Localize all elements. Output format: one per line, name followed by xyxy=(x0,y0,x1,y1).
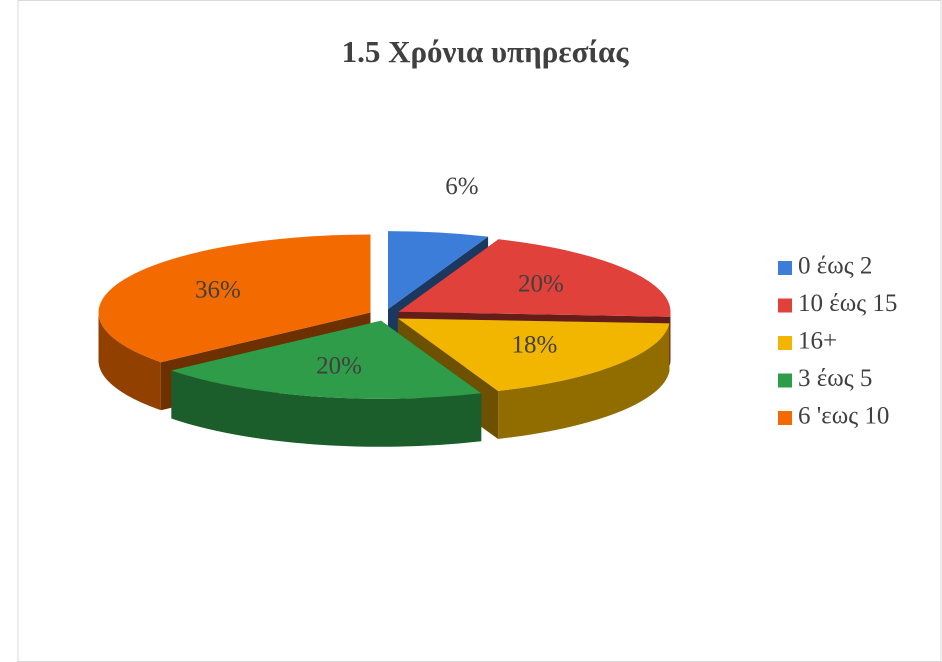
legend-label: 0 έως 2 xyxy=(798,253,872,280)
slice xyxy=(397,318,670,391)
slice-wall xyxy=(171,370,482,447)
data-label: 6% xyxy=(445,173,478,200)
legend-label: 16+ xyxy=(798,328,837,355)
slice-wall xyxy=(98,312,161,411)
legend-swatch xyxy=(778,373,792,388)
legend-label: 3 έως 5 xyxy=(798,365,872,392)
legend-swatch xyxy=(778,261,792,275)
data-label: 20% xyxy=(316,352,362,379)
legend-swatch xyxy=(778,336,792,350)
legend-label: 6 'εως 10 xyxy=(798,403,889,430)
slice xyxy=(98,234,371,363)
legend-swatch xyxy=(778,298,792,313)
slice xyxy=(388,231,489,310)
slice xyxy=(171,320,482,399)
slice-wall xyxy=(670,311,671,365)
data-label: 18% xyxy=(511,332,557,359)
legend-swatch xyxy=(778,411,792,425)
slice-wall xyxy=(498,323,670,439)
data-label: 36% xyxy=(195,277,241,304)
legend-label: 10 έως 15 xyxy=(798,290,897,317)
chart-title: 1.5 Χρόνια υπηρεσίας xyxy=(342,34,630,69)
slice xyxy=(398,239,671,317)
data-label: 20% xyxy=(518,271,564,298)
